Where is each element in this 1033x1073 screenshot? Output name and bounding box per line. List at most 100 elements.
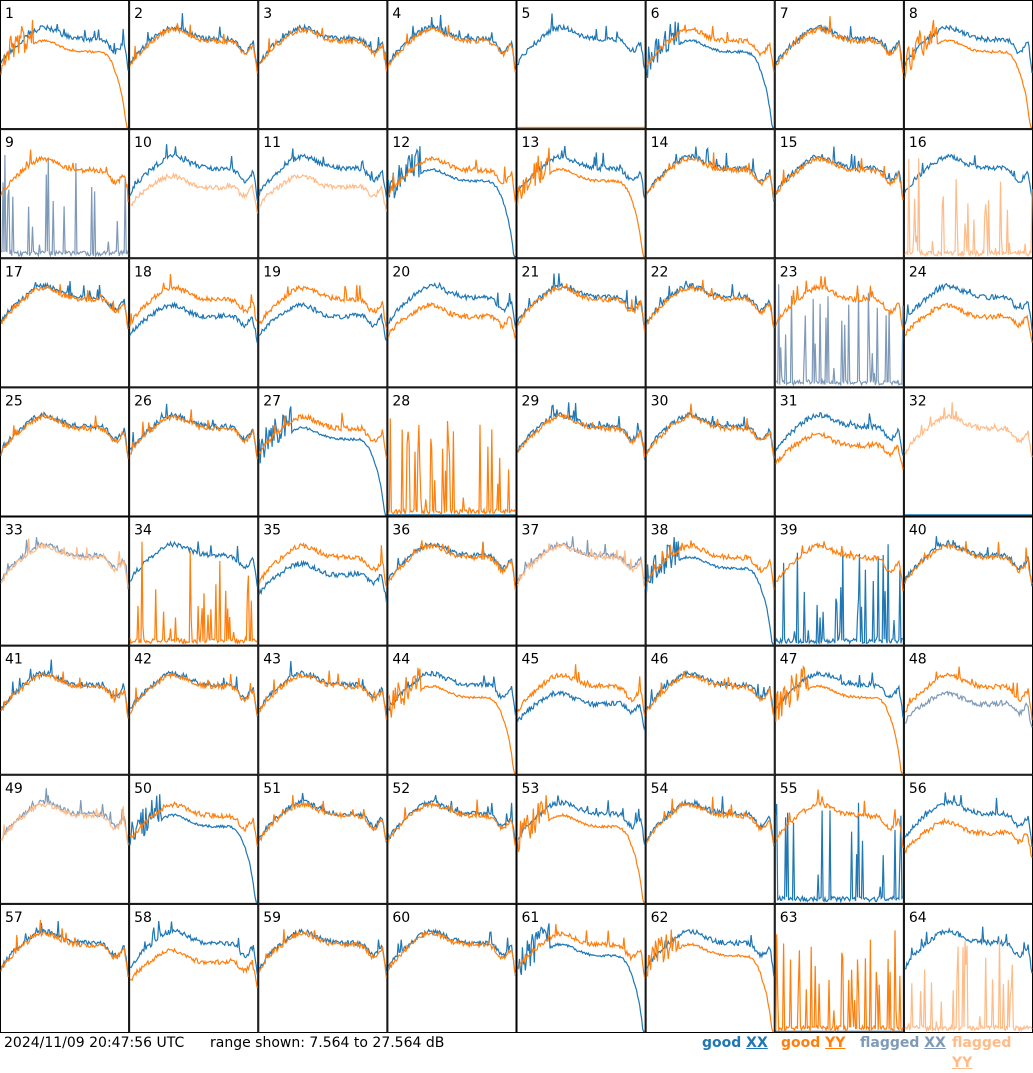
series-yy-line: [904, 402, 1033, 458]
panel-frame: [258, 774, 388, 904]
panel-47: 47: [774, 645, 904, 775]
panel-30: 30: [645, 387, 775, 517]
panel-label: 57: [5, 910, 23, 926]
series-yy-line: [904, 158, 1033, 258]
panel-label: 42: [134, 652, 152, 668]
panel-frame: [516, 516, 646, 646]
panel-label: 14: [651, 135, 669, 151]
panel-label: 6: [651, 6, 660, 22]
series-yy-line: [775, 431, 904, 470]
legend-good-xx: good XX: [702, 1033, 768, 1053]
panel-label: 24: [909, 264, 927, 280]
panel-frame: [387, 258, 517, 388]
panel-frame: [0, 774, 130, 904]
legend-pol: YY: [825, 1035, 846, 1051]
series-xx-line: [129, 920, 258, 975]
panel-label: 49: [5, 781, 23, 797]
panel-frame: [645, 258, 775, 388]
panel-60: 60: [387, 903, 517, 1033]
panel-label: 59: [263, 910, 281, 926]
series-yy-line: [646, 403, 775, 458]
series-yy-line: [0, 538, 129, 587]
panel-frame: [129, 258, 259, 388]
panel-frame: [774, 903, 904, 1033]
timestamp: 2024/11/09 20:47:56 UTC: [4, 1035, 185, 1051]
series-xx-line: [904, 24, 1033, 73]
panel-24: 24: [903, 258, 1033, 388]
panel-label: 50: [134, 781, 152, 797]
series-yy-line: [904, 938, 1033, 1033]
panel-41: 41: [0, 645, 130, 775]
series-xx-line: [129, 540, 258, 587]
panel-34: 34: [129, 516, 259, 646]
panel-frame: [387, 129, 517, 259]
series-yy-line: [775, 275, 904, 330]
series-yy-line: [646, 671, 775, 717]
legend-word: flagged: [860, 1035, 920, 1051]
panel-label: 7: [780, 6, 789, 22]
series-xx-line: [904, 792, 1033, 848]
series-yy-line: [904, 666, 1033, 720]
legend-flagged-xx: flagged XX: [860, 1033, 946, 1053]
panel-label: 62: [651, 910, 669, 926]
legend-word: good: [781, 1035, 821, 1051]
panel-42: 42: [129, 645, 259, 775]
panel-frame: [129, 129, 259, 259]
panel-frame: [645, 387, 775, 517]
panel-frame: [129, 774, 259, 904]
panel-frame: [516, 387, 646, 517]
panel-frame: [645, 903, 775, 1033]
panel-10: 10: [129, 129, 259, 259]
panel-57: 57: [0, 903, 130, 1033]
series-yy-line: [904, 541, 1033, 585]
series-xx-line: [129, 794, 258, 903]
series-xx-line: [387, 670, 517, 716]
series-yy-line: [258, 412, 387, 458]
panel-frame: [0, 516, 130, 646]
panel-14: 14: [645, 129, 775, 259]
panel-33: 33: [0, 516, 130, 646]
series-xx-line: [775, 544, 904, 645]
panel-label: 47: [780, 652, 798, 668]
series-yy-line: [0, 19, 129, 129]
panel-7: 7: [774, 0, 904, 130]
series-xx-line: [129, 670, 258, 717]
panel-frame: [387, 903, 517, 1033]
panel-label: 17: [5, 264, 23, 280]
panel-frame: [903, 645, 1033, 775]
series-yy-line: [129, 947, 258, 989]
panel-43: 43: [258, 645, 388, 775]
series-yy-line: [904, 19, 1032, 129]
panel-label: 26: [134, 393, 152, 409]
panel-frame: [774, 387, 904, 517]
panel-56: 56: [903, 774, 1033, 904]
series-xx-line: [0, 411, 129, 457]
panel-27: 27: [258, 387, 388, 517]
panel-8: 8: [903, 0, 1033, 130]
series-xx-line: [258, 301, 387, 341]
legend-flagged-yy: flagged YY: [952, 1033, 1033, 1073]
panel-31: 31: [774, 387, 904, 517]
series-yy-line: [0, 920, 129, 978]
series-yy-line: [517, 283, 646, 333]
footer: 2024/11/09 20:47:56 UTC range shown: 7.5…: [0, 1033, 1033, 1071]
series-yy-line: [517, 412, 646, 458]
series-xx-line: [387, 146, 516, 258]
series-yy-line: [258, 284, 387, 330]
series-yy-line: [129, 23, 258, 74]
series-yy-line: [387, 24, 517, 73]
panel-44: 44: [387, 645, 517, 775]
panel-frame: [387, 645, 517, 775]
panel-frame: [516, 258, 646, 388]
panel-label: 20: [392, 264, 410, 280]
series-yy-line: [129, 801, 258, 847]
panel-55: 55: [774, 774, 904, 904]
panel-frame: [0, 387, 130, 517]
panel-frame: [258, 645, 388, 775]
panel-62: 62: [645, 903, 775, 1033]
legend-word: good: [702, 1035, 742, 1051]
series-xx-line: [646, 928, 775, 977]
series-yy-line: [129, 409, 258, 460]
panel-label: 34: [134, 523, 152, 539]
